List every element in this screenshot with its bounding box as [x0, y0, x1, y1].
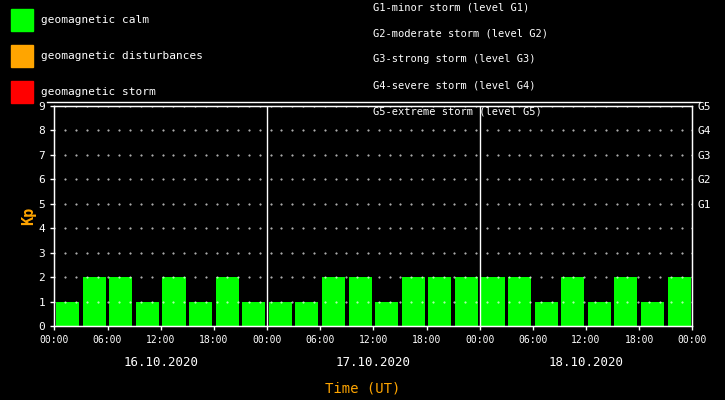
Bar [189, 302, 212, 326]
Y-axis label: Kp: Kp [21, 207, 36, 225]
Text: G1-minor storm (level G1): G1-minor storm (level G1) [373, 2, 530, 12]
Bar [349, 277, 372, 326]
Text: geomagnetic storm: geomagnetic storm [41, 87, 156, 97]
Bar [561, 277, 584, 326]
Bar [322, 277, 345, 326]
Text: 17.10.2020: 17.10.2020 [336, 356, 411, 369]
Bar [375, 302, 398, 326]
Bar [428, 277, 452, 326]
Text: G3-strong storm (level G3): G3-strong storm (level G3) [373, 54, 536, 64]
Text: geomagnetic calm: geomagnetic calm [41, 15, 149, 25]
Bar [481, 277, 505, 326]
Text: Time (UT): Time (UT) [325, 382, 400, 396]
Text: G4-severe storm (level G4): G4-severe storm (level G4) [373, 80, 536, 90]
Text: 18.10.2020: 18.10.2020 [549, 356, 624, 369]
Bar [588, 302, 611, 326]
Bar [56, 302, 79, 326]
Text: 16.10.2020: 16.10.2020 [123, 356, 198, 369]
Bar [614, 277, 637, 326]
Bar [455, 277, 478, 326]
Bar [668, 277, 691, 326]
Text: G5-extreme storm (level G5): G5-extreme storm (level G5) [373, 106, 542, 116]
Text: G2-moderate storm (level G2): G2-moderate storm (level G2) [373, 28, 548, 38]
Bar [295, 302, 318, 326]
Bar [83, 277, 106, 326]
Bar [269, 302, 292, 326]
Bar [215, 277, 239, 326]
Bar [162, 277, 186, 326]
Bar [402, 277, 425, 326]
Bar [136, 302, 159, 326]
Bar [508, 277, 531, 326]
Bar [641, 302, 664, 326]
Bar [242, 302, 265, 326]
Text: geomagnetic disturbances: geomagnetic disturbances [41, 51, 203, 61]
Bar [109, 277, 133, 326]
Bar [534, 302, 558, 326]
